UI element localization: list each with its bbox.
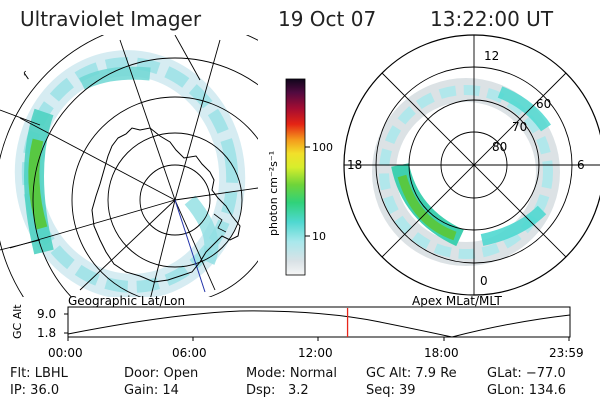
orbit-altitude-plot: 9.0 1.8 GC Alt 00:00 06:00 12:00 18:00 2… xyxy=(11,304,584,360)
mlt-label-top: 12 xyxy=(484,49,499,63)
dsp-value: 3.2 xyxy=(288,383,309,398)
magnetic-polar-map: 12 0 18 6 60 70 80 xyxy=(343,34,600,296)
y-tick-1-8: 1.8 xyxy=(37,326,56,340)
color-bar-tick-10: 10 xyxy=(312,230,326,243)
terminator-line xyxy=(174,199,206,293)
mode-status: Mode: Normal xyxy=(246,366,337,381)
mlt-label-bottom: 0 xyxy=(480,274,488,288)
y-tick-9: 9.0 xyxy=(37,307,56,321)
mlat-label-60: 60 xyxy=(536,97,551,111)
altitude-curve xyxy=(67,310,571,338)
color-bar: 100 10 photon cm⁻²s⁻¹ xyxy=(267,78,333,276)
x-tick-1200: 12:00 xyxy=(298,346,333,360)
auroral-oval-mag xyxy=(372,78,560,266)
gain-value: Gain: 14 xyxy=(124,383,179,398)
mlat-label-80: 80 xyxy=(492,140,507,154)
geographic-map xyxy=(0,35,258,297)
corner-glyph: ſ xyxy=(21,69,33,83)
instrument-title: Ultraviolet Imager xyxy=(20,7,202,31)
color-bar-tick-100: 100 xyxy=(312,141,333,154)
x-tick-0600: 06:00 xyxy=(172,346,207,360)
sequence-number: Seq: 39 xyxy=(366,383,416,398)
geographic-longitude: GLon: 134.6 xyxy=(487,383,567,398)
polar-map-border xyxy=(343,34,600,296)
ip-value: IP: 36.0 xyxy=(10,383,60,398)
left-map-caption: Geographic Lat/Lon xyxy=(68,294,185,308)
geographic-latitude: GLat: −77.0 xyxy=(487,366,566,381)
filter-value: Flt: LBHL xyxy=(10,366,68,381)
observation-date: 19 Oct 07 xyxy=(278,7,377,31)
door-status: Door: Open xyxy=(124,366,199,381)
dsp-label: Dsp: xyxy=(246,383,276,398)
geo-longitude-lines xyxy=(9,39,258,297)
mlt-label-left: 18 xyxy=(347,158,362,172)
mlat-label-70: 70 xyxy=(512,120,527,134)
mlt-label-right: 6 xyxy=(577,158,585,172)
color-bar-unit-label: photon cm⁻²s⁻¹ xyxy=(267,151,280,236)
geo-latitude-circles xyxy=(0,35,258,297)
x-tick-0000: 00:00 xyxy=(48,346,83,360)
observation-time: 13:22:00 UT xyxy=(430,7,554,31)
orbit-axis-title: GC Alt xyxy=(11,304,24,339)
x-tick-1800: 18:00 xyxy=(424,346,459,360)
antarctica-coastline xyxy=(91,127,241,283)
right-map-caption: Apex MLat/MLT xyxy=(412,294,502,308)
x-tick-2359: 23:59 xyxy=(549,346,584,360)
geo-grid-extension xyxy=(0,35,201,251)
mlt-spokes xyxy=(344,35,600,295)
peninsula-coastline xyxy=(213,213,227,233)
gc-altitude: GC Alt: 7.9 Re xyxy=(366,366,457,381)
